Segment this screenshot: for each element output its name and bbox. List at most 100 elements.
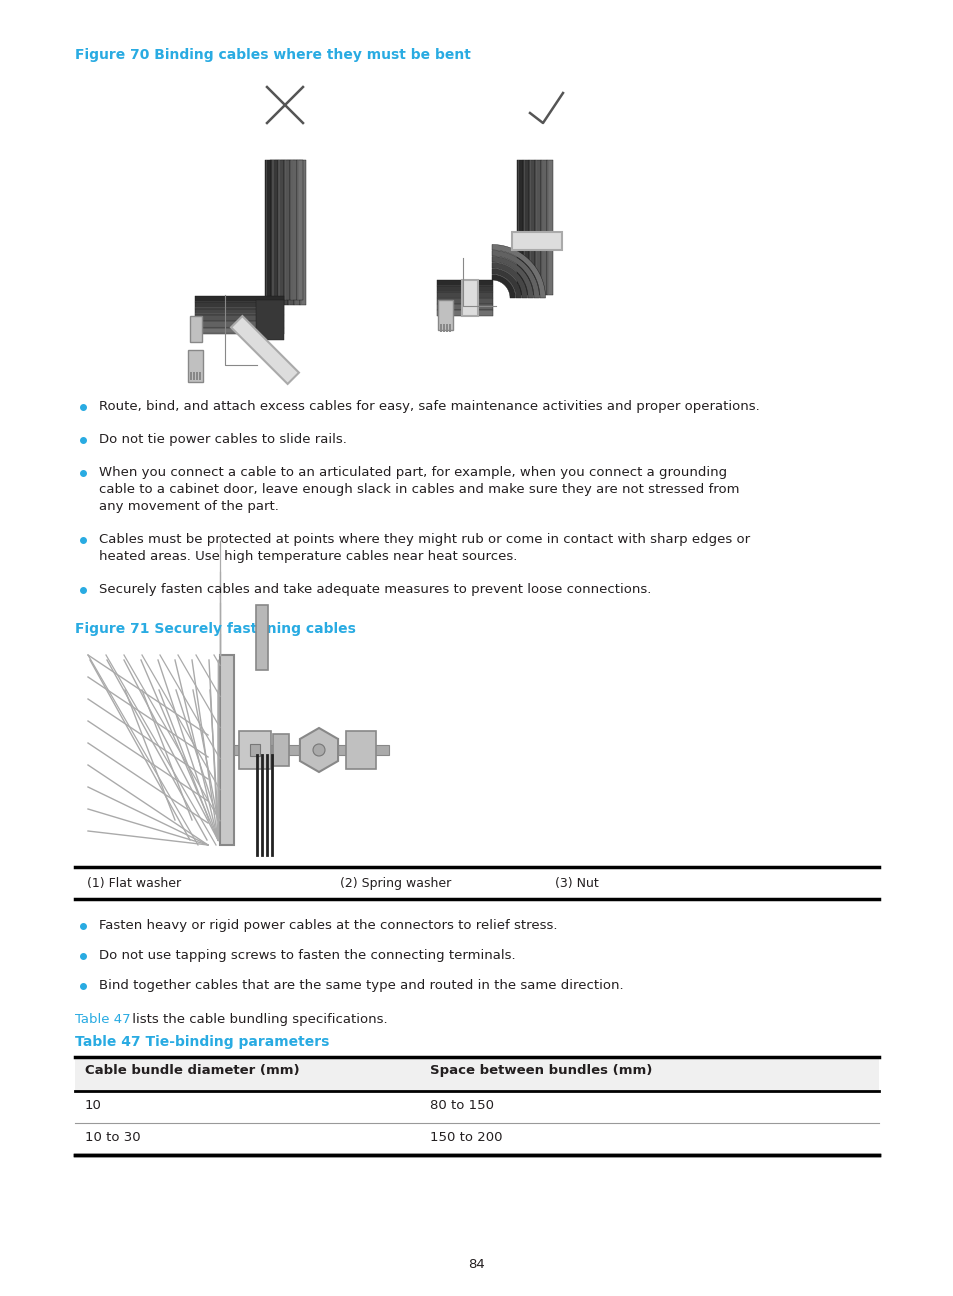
Bar	[436, 285, 493, 286]
Bar	[194, 308, 284, 315]
Bar	[547, 159, 549, 295]
Bar	[523, 159, 524, 295]
Bar	[271, 159, 277, 299]
Bar	[446, 324, 448, 332]
Bar	[436, 298, 493, 305]
Bar	[255, 605, 268, 670]
Bar	[233, 745, 389, 756]
Bar	[194, 328, 284, 334]
Text: Route, bind, and attach excess cables for easy, safe maintenance activities and : Route, bind, and attach excess cables fo…	[99, 400, 759, 413]
Text: Fasten heavy or rigid power cables at the connectors to relief stress.: Fasten heavy or rigid power cables at th…	[99, 919, 557, 932]
Bar	[291, 159, 293, 299]
Bar	[273, 734, 289, 766]
Bar	[289, 159, 290, 305]
Bar	[436, 308, 493, 310]
Text: Table 47 Tie-binding parameters: Table 47 Tie-binding parameters	[75, 1036, 329, 1048]
Bar	[436, 297, 493, 298]
Polygon shape	[299, 728, 337, 772]
Text: Do not tie power cables to slide rails.: Do not tie power cables to slide rails.	[99, 433, 347, 446]
Bar	[522, 159, 529, 295]
Bar	[517, 159, 522, 295]
Polygon shape	[492, 257, 533, 298]
Bar	[75, 1058, 878, 1091]
Bar	[296, 159, 303, 299]
Bar	[277, 159, 284, 299]
Bar	[512, 232, 561, 250]
Bar	[288, 159, 294, 305]
Bar	[272, 159, 274, 299]
Bar	[436, 286, 493, 292]
Bar	[282, 159, 288, 305]
Bar	[299, 159, 306, 305]
Text: 150 to 200: 150 to 200	[430, 1131, 502, 1144]
Bar	[193, 372, 194, 380]
Polygon shape	[492, 275, 515, 298]
Bar	[194, 302, 284, 308]
Text: any movement of the part.: any movement of the part.	[99, 500, 278, 513]
Bar	[194, 295, 284, 302]
Bar	[275, 159, 282, 305]
Bar	[449, 324, 451, 332]
Bar	[194, 301, 284, 302]
Text: (1) Flat washer: (1) Flat washer	[87, 877, 181, 890]
Bar	[436, 290, 493, 292]
Bar	[300, 159, 302, 305]
Bar	[517, 159, 518, 295]
Bar	[436, 292, 493, 298]
Bar	[436, 310, 493, 316]
Text: Do not use tapping screws to fasten the connecting terminals.: Do not use tapping screws to fasten the …	[99, 949, 515, 962]
Circle shape	[313, 744, 325, 756]
Bar	[188, 350, 203, 382]
Text: Space between bundles (mm): Space between bundles (mm)	[430, 1064, 652, 1077]
Text: heated areas. Use high temperature cables near heat sources.: heated areas. Use high temperature cable…	[99, 550, 517, 562]
Text: Securely fasten cables and take adequate measures to prevent loose connections.: Securely fasten cables and take adequate…	[99, 583, 651, 596]
Text: 10: 10	[85, 1099, 102, 1112]
Bar	[250, 744, 260, 756]
Bar	[194, 327, 284, 328]
Bar	[284, 159, 290, 299]
Text: Figure 71 Securely fastening cables: Figure 71 Securely fastening cables	[75, 622, 355, 636]
Bar	[436, 302, 493, 305]
Text: When you connect a cable to an articulated part, for example, when you connect a: When you connect a cable to an articulat…	[99, 467, 726, 480]
Text: 10 to 30: 10 to 30	[85, 1131, 140, 1144]
Bar	[535, 159, 540, 295]
Bar	[461, 280, 477, 316]
Bar	[190, 316, 202, 342]
Text: Cable bundle diameter (mm): Cable bundle diameter (mm)	[85, 1064, 299, 1077]
Text: 84: 84	[468, 1258, 485, 1271]
Bar	[231, 316, 298, 384]
Bar	[294, 159, 299, 305]
Polygon shape	[492, 245, 545, 298]
Bar	[270, 159, 275, 305]
Bar	[541, 159, 542, 295]
Bar	[194, 307, 284, 308]
Bar	[194, 320, 284, 321]
Bar	[194, 332, 284, 334]
Text: lists the cable bundling specifications.: lists the cable bundling specifications.	[128, 1013, 387, 1026]
Bar	[436, 280, 493, 286]
Text: Table 47: Table 47	[75, 1013, 131, 1026]
Bar	[442, 324, 444, 332]
Bar	[346, 731, 375, 769]
Bar	[436, 315, 493, 316]
Bar	[529, 159, 531, 295]
Bar	[284, 159, 286, 299]
Text: cable to a cabinet door, leave enough slack in cables and make sure they are not: cable to a cabinet door, leave enough sl…	[99, 483, 739, 496]
Polygon shape	[492, 263, 527, 298]
Text: 80 to 150: 80 to 150	[430, 1099, 494, 1112]
Bar	[195, 372, 198, 380]
Bar	[529, 159, 535, 295]
Polygon shape	[492, 268, 521, 298]
Bar	[297, 159, 298, 299]
Bar	[199, 372, 201, 380]
Polygon shape	[492, 250, 539, 298]
Bar	[265, 159, 267, 299]
Bar	[194, 314, 284, 315]
Bar	[546, 159, 553, 295]
Bar	[276, 159, 278, 305]
Bar	[265, 159, 271, 299]
Bar	[220, 654, 233, 845]
Text: (2) Spring washer: (2) Spring washer	[339, 877, 451, 890]
Bar	[194, 315, 284, 321]
Bar	[535, 159, 537, 295]
